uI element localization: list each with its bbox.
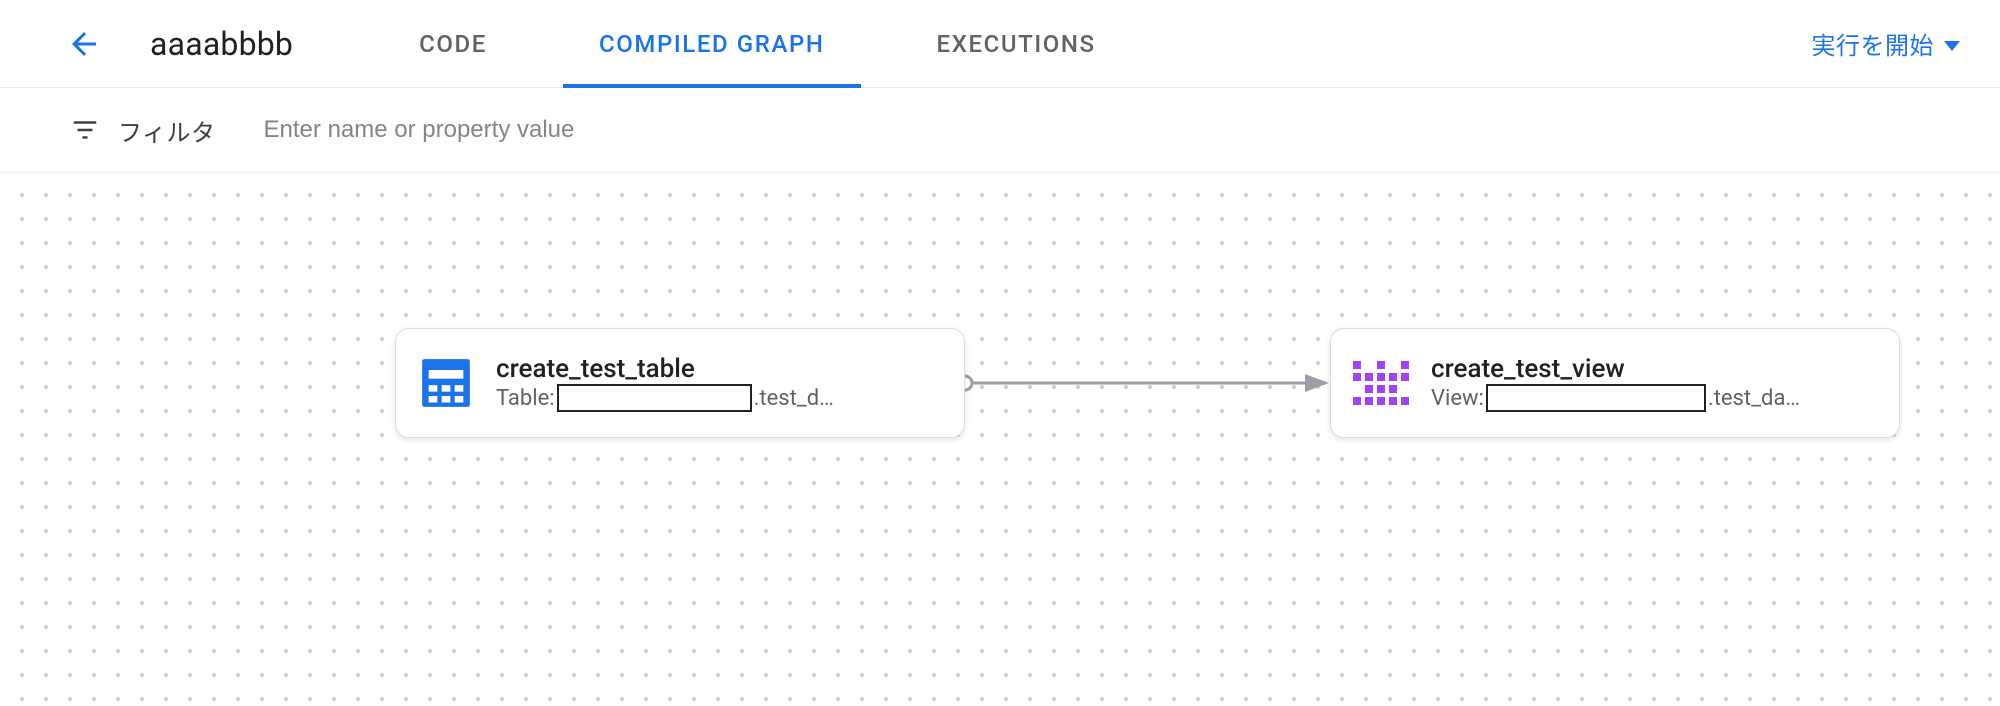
graph-canvas[interactable]: create_test_table Table: .test_d… create… <box>0 172 2000 706</box>
graph-node-create_test_table[interactable]: create_test_table Table: .test_d… <box>395 328 965 438</box>
graph-edge <box>0 173 2000 706</box>
node-name: create_test_view <box>1431 354 1875 384</box>
node-subtitle: Table: .test_d… <box>496 384 940 412</box>
back-button[interactable] <box>60 20 108 68</box>
node-subtitle: View: .test_da… <box>1431 384 1875 412</box>
tab-code[interactable]: CODE <box>413 0 493 87</box>
filter-label: フィルタ <box>118 113 216 148</box>
redacted-box <box>557 384 752 412</box>
redacted-box <box>1486 384 1706 412</box>
graph-node-create_test_view[interactable]: create_test_view View: .test_da… <box>1330 328 1900 438</box>
chevron-down-icon <box>1944 41 1960 51</box>
filter-input[interactable] <box>264 116 964 144</box>
tab-compiled-graph[interactable]: COMPILED GRAPH <box>593 0 831 87</box>
start-execution-button[interactable]: 実行を開始 <box>1812 26 1961 61</box>
node-name: create_test_table <box>496 354 940 384</box>
filter-icon <box>70 115 100 145</box>
tab-executions[interactable]: EXECUTIONS <box>931 0 1102 87</box>
graph-layer: create_test_table Table: .test_d… create… <box>0 173 2000 706</box>
start-execution-label: 実行を開始 <box>1812 26 1935 61</box>
filter-bar: フィルタ <box>0 88 2000 172</box>
page-title: aaaabbbb <box>150 25 293 63</box>
arrow-left-icon <box>66 26 102 62</box>
tabs: CODE COMPILED GRAPH EXECUTIONS <box>413 0 1102 87</box>
view-icon <box>1353 361 1409 405</box>
header-bar: aaaabbbb CODE COMPILED GRAPH EXECUTIONS … <box>0 0 2000 88</box>
table-icon <box>420 357 472 409</box>
